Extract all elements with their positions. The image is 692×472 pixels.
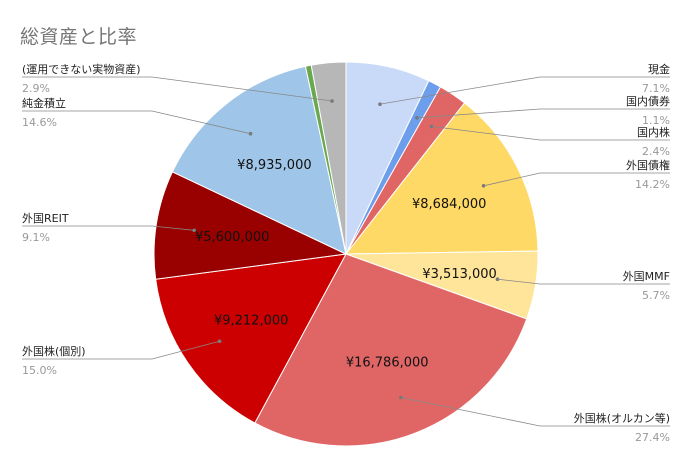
slice-5-value-label: ¥16,786,000 [346,356,429,371]
slice-7-leader-line [22,225,195,231]
slice-10-percent-label: 2.9% [22,82,50,95]
slice-0-name-label: 現金 [648,62,670,76]
slice-6-percent-label: 15.0% [22,364,57,377]
slice-6 [155,253,347,424]
slice-3-percent-label: 14.2% [635,178,670,191]
slice-10-leader-line [22,76,333,102]
slice-1-name-label: 国内債券 [626,94,670,108]
slice-4-leader-line [497,278,670,285]
slice-1-leader-line [416,108,670,119]
slice-2-leader-dot [429,124,434,129]
slice-4-value-label: ¥3,513,000 [422,267,496,282]
value-labels-layer: ¥8,684,000 ¥3,513,000 ¥16,786,000 ¥9,212,00… [195,158,497,371]
slice-10 [310,61,347,255]
slice-8-value-label: ¥8,935,000 [237,158,311,173]
slice-6-value-label: ¥9,212,000 [214,313,288,328]
slice-8-leader-line [22,110,251,135]
leader-lines-layer: 現金 7.1%国内債券 1.1%国内株 2.4%外国債権 14.2% 外国MMF 5.7% 外… [22,62,670,444]
slice-7 [153,171,348,280]
slice-3-value-label: ¥8,684,000 [412,197,486,212]
slice-5-percent-label: 27.4% [635,431,670,444]
slice-10-name-label: (運用できない実物資産) [22,62,141,76]
slice-3-leader-line [483,172,670,187]
slice-6-name-label: 外国株(個別) [22,344,86,358]
slice-2-name-label: 国内株 [637,125,670,139]
slice-6-leader-line [22,340,220,360]
slice-5 [254,253,528,447]
slice-8 [171,65,347,255]
slice-7-percent-label: 9.1% [22,231,50,244]
slice-0-leader-line [379,76,670,105]
slice-8-name-label: 純金積立 [22,96,66,110]
slice-2-leader-line [431,126,670,141]
slice-1-percent-label: 1.1% [642,114,670,127]
slice-7-name-label: 外国REIT [22,212,69,225]
slice-2-percent-label: 2.4% [642,145,670,158]
slice-5-leader-line [400,397,670,427]
slice-7-value-label: ¥5,600,000 [195,230,269,245]
slice-5-name-label: 外国株(オルカン等) [574,411,670,425]
slice-3-name-label: 外国債権 [626,158,670,172]
slice-4-percent-label: 5.7% [642,289,670,302]
slice-3 [344,102,539,255]
slice-8-percent-label: 14.6% [22,116,57,129]
slice-0-percent-label: 7.1% [642,82,670,95]
slices-layer [153,61,539,447]
chart-title: 総資産と比率 [20,26,138,48]
slice-4-name-label: 外国MMF [623,270,670,283]
